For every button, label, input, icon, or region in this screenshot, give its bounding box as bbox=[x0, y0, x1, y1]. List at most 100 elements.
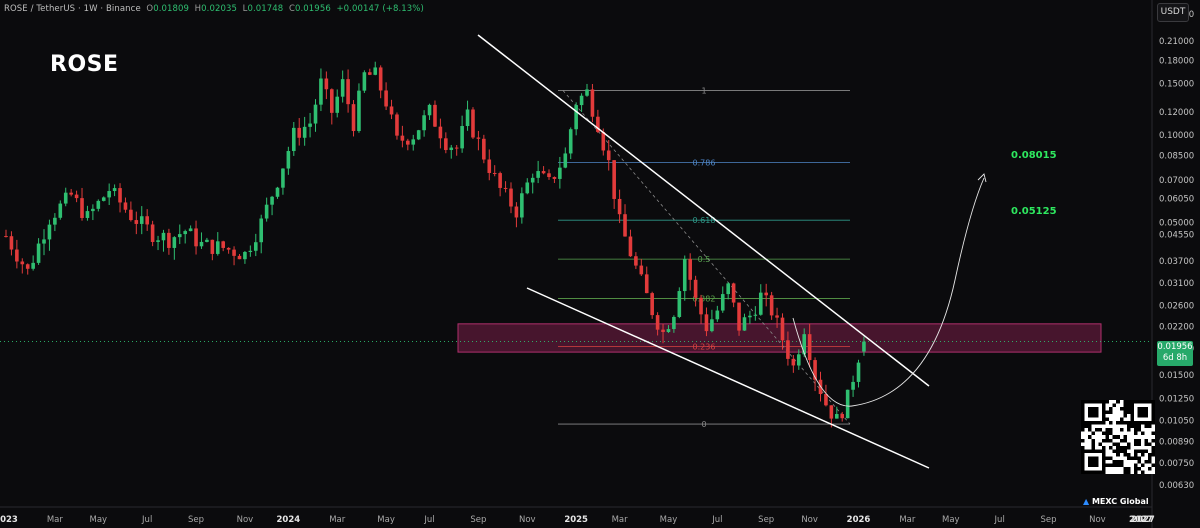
qr-module bbox=[1144, 424, 1148, 429]
qr-module bbox=[1098, 442, 1103, 446]
candle-body bbox=[199, 241, 204, 247]
x-tick-label: Nov bbox=[801, 515, 818, 525]
qr-module bbox=[1105, 435, 1110, 439]
candle-body bbox=[362, 72, 367, 91]
candle-body bbox=[205, 239, 209, 242]
x-tick-label: May bbox=[377, 515, 395, 525]
fib-label: 0.5 bbox=[698, 255, 711, 264]
currency-button[interactable]: USDT bbox=[1157, 3, 1189, 22]
y-tick-label: 0.00750 bbox=[1159, 459, 1194, 469]
candle-body bbox=[514, 206, 519, 218]
qr-module bbox=[1123, 438, 1127, 443]
candle-body bbox=[796, 354, 801, 366]
candle-body bbox=[36, 243, 41, 263]
x-tick-label: 2027 bbox=[1129, 515, 1153, 525]
qr-module bbox=[1119, 445, 1124, 450]
qr-module bbox=[1133, 438, 1138, 443]
candle-body bbox=[824, 394, 828, 406]
candle-body bbox=[319, 78, 323, 105]
qr-finder bbox=[1088, 407, 1099, 418]
candle-body bbox=[422, 115, 426, 131]
x-tick-label: Jul bbox=[423, 515, 434, 525]
candle-body bbox=[541, 171, 546, 174]
qr-module bbox=[1109, 445, 1113, 450]
x-tick-label: Mar bbox=[47, 515, 64, 525]
x-tick-label: May bbox=[90, 515, 108, 525]
qr-module bbox=[1140, 431, 1145, 436]
candle-body bbox=[840, 414, 845, 419]
qr-module bbox=[1088, 435, 1092, 439]
y-tick-label: 0.01500 bbox=[1159, 371, 1194, 381]
qr-module bbox=[1112, 459, 1117, 464]
fib-trend-line bbox=[562, 90, 851, 425]
qr-module bbox=[1119, 417, 1124, 422]
qr-module bbox=[1102, 445, 1106, 450]
qr-module bbox=[1084, 424, 1089, 429]
qr-module bbox=[1102, 431, 1106, 436]
current-price-tag: 0.01956 6d 8h bbox=[1157, 341, 1193, 366]
candle-body bbox=[139, 216, 144, 224]
candle-body bbox=[373, 67, 378, 75]
qr-module bbox=[1091, 442, 1096, 446]
candle-body bbox=[672, 316, 676, 330]
qr-module bbox=[1137, 459, 1141, 464]
candle-body bbox=[775, 315, 779, 318]
candle-body bbox=[666, 329, 671, 333]
qr-module bbox=[1133, 466, 1138, 471]
y-tick-label: 0.07000 bbox=[1159, 176, 1194, 186]
candle-body bbox=[237, 255, 242, 260]
candle-body bbox=[612, 160, 616, 199]
candle-body bbox=[42, 239, 46, 244]
candle-body bbox=[834, 414, 839, 419]
qr-module bbox=[1119, 438, 1124, 443]
qr-module bbox=[1095, 428, 1099, 432]
qr-module bbox=[1119, 449, 1124, 453]
qr-module bbox=[1116, 463, 1120, 467]
candle-body bbox=[644, 274, 649, 294]
qr-module bbox=[1151, 438, 1155, 443]
qr-module bbox=[1137, 466, 1141, 471]
candle-body bbox=[183, 231, 187, 235]
candle-body bbox=[601, 131, 606, 151]
candle-body bbox=[63, 192, 68, 204]
qr-module bbox=[1123, 421, 1127, 425]
x-tick-label: 2026 bbox=[847, 515, 871, 525]
x-tick-label: Nov bbox=[519, 515, 536, 525]
mexc-watermark-text: MEXC Global bbox=[1091, 497, 1149, 506]
qr-module bbox=[1091, 438, 1096, 443]
qr-module bbox=[1112, 449, 1117, 453]
candle-body bbox=[482, 138, 486, 160]
candle-body bbox=[758, 292, 763, 315]
qr-module bbox=[1123, 466, 1127, 471]
qr-module bbox=[1130, 456, 1134, 460]
candle-body bbox=[427, 104, 432, 116]
x-tick-label: Sep bbox=[188, 515, 204, 525]
candle-body bbox=[330, 89, 334, 113]
open-label: O bbox=[146, 4, 154, 14]
candle-body bbox=[297, 127, 302, 138]
candle-body bbox=[167, 232, 171, 248]
qr-module bbox=[1112, 463, 1117, 467]
qr-module bbox=[1151, 452, 1155, 457]
candle-body bbox=[357, 90, 361, 132]
qr-module bbox=[1144, 442, 1148, 446]
candle-body bbox=[232, 249, 236, 256]
candle-body bbox=[791, 358, 796, 366]
candle-body bbox=[454, 147, 459, 149]
qr-module bbox=[1123, 403, 1127, 408]
y-tick-label: 0.21000 bbox=[1159, 37, 1194, 47]
candle-body bbox=[520, 193, 524, 218]
projection-arrowhead bbox=[977, 173, 987, 183]
qr-module bbox=[1116, 400, 1120, 404]
candle-body bbox=[655, 315, 660, 330]
qr-module bbox=[1123, 407, 1127, 411]
candle-body bbox=[449, 147, 454, 151]
qr-module bbox=[1109, 463, 1113, 467]
candle-body bbox=[378, 67, 383, 91]
x-tick-label: Nov bbox=[1089, 515, 1106, 525]
candle-body bbox=[780, 317, 785, 341]
qr-module bbox=[1133, 463, 1138, 467]
candle-body bbox=[802, 334, 807, 355]
candle-body bbox=[807, 334, 812, 361]
